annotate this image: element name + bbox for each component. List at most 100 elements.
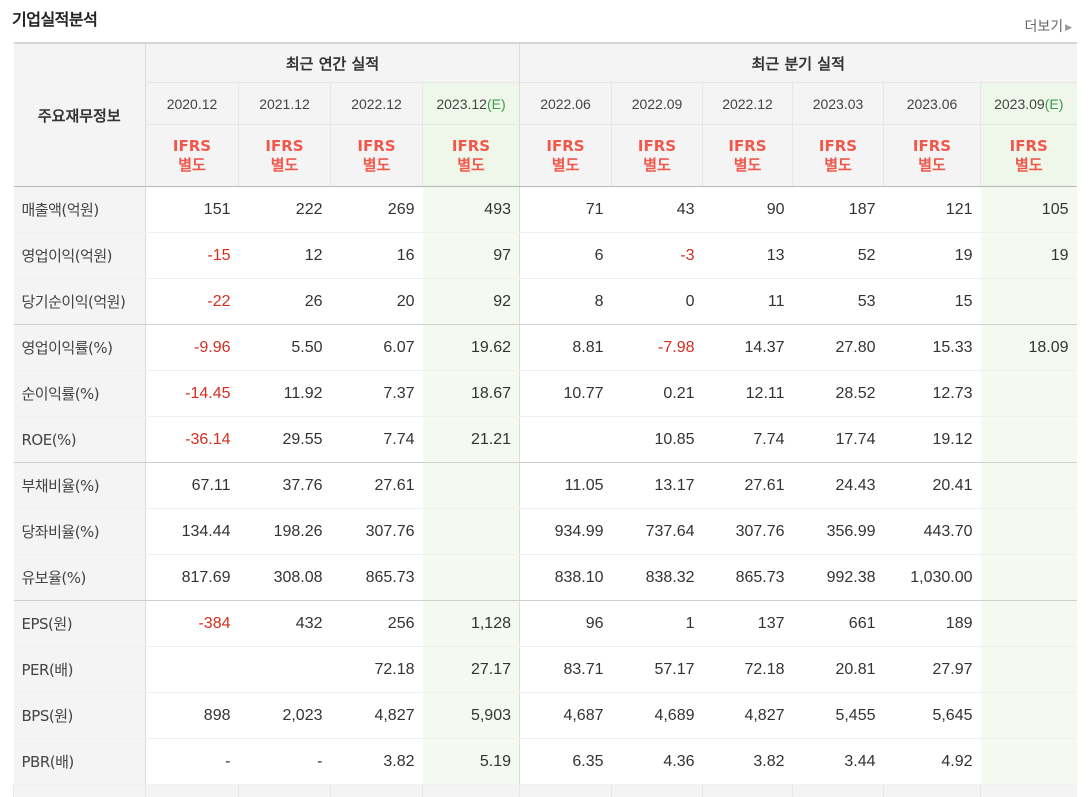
estimate-marker: (E) xyxy=(487,96,506,112)
table-cell: 308.08 xyxy=(239,555,331,601)
table-cell: 20.41 xyxy=(884,463,981,509)
table-cell xyxy=(239,785,331,797)
row-label: PER(배) xyxy=(14,647,146,693)
table-cell: 865.73 xyxy=(703,555,793,601)
table-cell: 17.74 xyxy=(793,417,884,463)
table-cell: 934.99 xyxy=(520,509,612,555)
row-label: 영업이익률(%) xyxy=(14,325,146,371)
period-header: 2022.06 xyxy=(520,83,612,125)
table-cell: 1,030.00 xyxy=(884,555,981,601)
table-cell: 187 xyxy=(793,187,884,233)
table-cell: 11.05 xyxy=(520,463,612,509)
table-cell: 817.69 xyxy=(146,555,239,601)
table-cell: 27.97 xyxy=(884,647,981,693)
period-label: 2023.12 xyxy=(436,96,487,112)
table-cell: 4.92 xyxy=(884,739,981,785)
table-cell: -36.14 xyxy=(146,417,239,463)
ifrs-type-label: 별도 xyxy=(331,156,422,175)
table-cell: 5,903 xyxy=(423,693,520,739)
table-cell xyxy=(884,785,981,797)
period-header: 2022.09 xyxy=(612,83,703,125)
table-cell: 5,645 xyxy=(884,693,981,739)
table-cell: 37.76 xyxy=(239,463,331,509)
caret-right-icon: ▶ xyxy=(1065,23,1072,33)
table-cell: 12 xyxy=(239,233,331,279)
row-label: 당기순이익(억원) xyxy=(14,279,146,325)
table-cell: 15.33 xyxy=(884,325,981,371)
table-cell: 90 xyxy=(703,187,793,233)
row-label: BPS(원) xyxy=(14,693,146,739)
ifrs-label: IFRS xyxy=(793,137,883,156)
quarter-group-header: 최근 분기 실적 xyxy=(520,43,1077,83)
row-label: 당좌비율(%) xyxy=(14,509,146,555)
table-cell: 27.17 xyxy=(423,647,520,693)
table-cell: 29.55 xyxy=(239,417,331,463)
period-label: 2022.12 xyxy=(722,96,773,112)
row-label: 유보율(%) xyxy=(14,555,146,601)
ifrs-label: IFRS xyxy=(146,137,238,156)
table-cell: 307.76 xyxy=(331,509,423,555)
table-cell: 1,128 xyxy=(423,601,520,647)
table-cell: 737.64 xyxy=(612,509,703,555)
table-cell: 661 xyxy=(793,601,884,647)
table-cell: 53 xyxy=(793,279,884,325)
table-cell: 14.37 xyxy=(703,325,793,371)
table-cell xyxy=(981,601,1077,647)
table-cell: 97 xyxy=(423,233,520,279)
period-header: 2023.06 xyxy=(884,83,981,125)
table-cell: 19.12 xyxy=(884,417,981,463)
ifrs-type-label: 별도 xyxy=(612,156,702,175)
table-cell: 6.07 xyxy=(331,325,423,371)
ifrs-label: IFRS xyxy=(239,137,330,156)
row-label: 순이익률(%) xyxy=(14,371,146,417)
table-cell xyxy=(331,785,423,797)
table-cell: 11.92 xyxy=(239,371,331,417)
table-cell: 222 xyxy=(239,187,331,233)
table-cell xyxy=(423,509,520,555)
table-cell: 269 xyxy=(331,187,423,233)
table-cell: 15 xyxy=(884,279,981,325)
table-cell: 198.26 xyxy=(239,509,331,555)
more-link[interactable]: 더보기▶ xyxy=(1024,16,1072,36)
ifrs-type-label: 별도 xyxy=(884,156,980,175)
ifrs-type-label: 별도 xyxy=(239,156,330,175)
row-label: 매출액(억원) xyxy=(14,187,146,233)
table-cell xyxy=(981,647,1077,693)
row-label: 영업이익(억원) xyxy=(14,233,146,279)
table-cell: -7.98 xyxy=(612,325,703,371)
table-cell: 2,023 xyxy=(239,693,331,739)
table-cell xyxy=(981,417,1077,463)
table-cell: 307.76 xyxy=(703,509,793,555)
table-cell: - xyxy=(239,739,331,785)
table-cell: 5.50 xyxy=(239,325,331,371)
table-cell: 0 xyxy=(612,279,703,325)
table-cell xyxy=(981,463,1077,509)
ifrs-label: IFRS xyxy=(884,137,980,156)
period-header: 2022.12 xyxy=(331,83,423,125)
ifrs-label: IFRS xyxy=(612,137,702,156)
table-cell: 3.44 xyxy=(793,739,884,785)
period-label: 2020.12 xyxy=(167,96,218,112)
table-cell xyxy=(423,555,520,601)
ifrs-label: IFRS xyxy=(703,137,792,156)
ifrs-type-label: 별도 xyxy=(520,156,611,175)
table-cell: -15 xyxy=(146,233,239,279)
table-cell: 12.11 xyxy=(703,371,793,417)
table-cell: 18.67 xyxy=(423,371,520,417)
table-cell: 4.36 xyxy=(612,739,703,785)
